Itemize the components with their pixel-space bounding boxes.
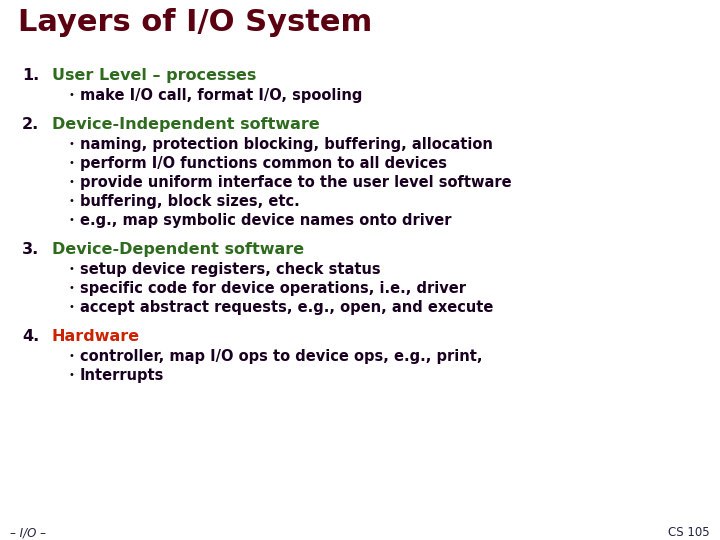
Text: naming, protection blocking, buffering, allocation: naming, protection blocking, buffering, … xyxy=(80,137,493,152)
Text: •: • xyxy=(68,196,74,206)
Text: •: • xyxy=(68,370,74,380)
Text: setup device registers, check status: setup device registers, check status xyxy=(80,262,381,277)
Text: •: • xyxy=(68,264,74,274)
Text: Interrupts: Interrupts xyxy=(80,368,164,383)
Text: Hardware: Hardware xyxy=(52,329,140,344)
Text: •: • xyxy=(68,302,74,312)
Text: 3.: 3. xyxy=(22,242,40,257)
Text: provide uniform interface to the user level software: provide uniform interface to the user le… xyxy=(80,175,512,190)
Text: buffering, block sizes, etc.: buffering, block sizes, etc. xyxy=(80,194,300,209)
Text: – I/O –: – I/O – xyxy=(10,526,46,539)
Text: •: • xyxy=(68,215,74,225)
Text: make I/O call, format I/O, spooling: make I/O call, format I/O, spooling xyxy=(80,88,362,103)
Text: 4.: 4. xyxy=(22,329,40,344)
Text: •: • xyxy=(68,351,74,361)
Text: •: • xyxy=(68,283,74,293)
Text: accept abstract requests, e.g., open, and execute: accept abstract requests, e.g., open, an… xyxy=(80,300,493,315)
Text: Device-Dependent software: Device-Dependent software xyxy=(52,242,304,257)
Text: Device-Independent software: Device-Independent software xyxy=(52,117,320,132)
Text: CS 105: CS 105 xyxy=(668,526,710,539)
Text: e.g., map symbolic device names onto driver: e.g., map symbolic device names onto dri… xyxy=(80,213,451,228)
Text: specific code for device operations, i.e., driver: specific code for device operations, i.e… xyxy=(80,281,466,296)
Text: •: • xyxy=(68,139,74,149)
Text: User Level – processes: User Level – processes xyxy=(52,68,256,83)
Text: controller, map I/O ops to device ops, e.g., print,: controller, map I/O ops to device ops, e… xyxy=(80,349,482,364)
Text: •: • xyxy=(68,177,74,187)
Text: •: • xyxy=(68,90,74,100)
Text: •: • xyxy=(68,158,74,168)
Text: 2.: 2. xyxy=(22,117,40,132)
Text: 1.: 1. xyxy=(22,68,40,83)
Text: Layers of I/O System: Layers of I/O System xyxy=(18,8,372,37)
Text: perform I/O functions common to all devices: perform I/O functions common to all devi… xyxy=(80,156,447,171)
